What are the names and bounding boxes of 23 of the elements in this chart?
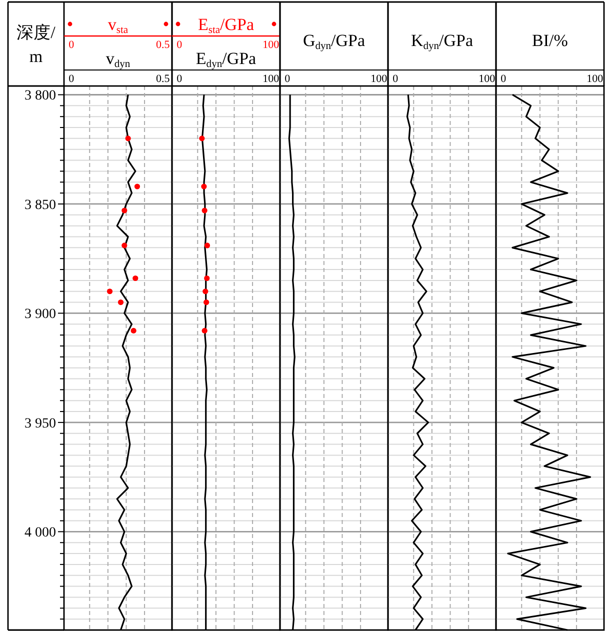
x2-axis-title: E$_{sta}$/GPa xyxy=(198,15,254,36)
x-axis-title: BI/% xyxy=(532,31,568,50)
x-tick-label: 0 xyxy=(176,39,183,51)
x-tick-label: 0 xyxy=(284,73,291,85)
x-axis-title: G$_{dyn}$/GPa xyxy=(302,31,366,52)
y-tick-label: 3 950 xyxy=(24,416,56,432)
x-tick-label: 0 xyxy=(68,39,75,51)
y-tick-label: 3 800 xyxy=(24,88,56,104)
y-tick-label: 4 000 xyxy=(24,526,56,541)
x-tick-label: 100 xyxy=(478,73,496,85)
x-axis-title: v$_{dyn}$ xyxy=(106,49,131,70)
x-tick-label: 100 xyxy=(370,73,388,85)
x-axis-title: K$_{dyn}$/GPa xyxy=(410,31,474,52)
x-tick-label: 0 xyxy=(392,73,399,85)
x-tick-label: 0 xyxy=(500,73,507,85)
x-tick-label: 0.5 xyxy=(156,39,170,51)
y-tick-label: 3 900 xyxy=(24,307,56,322)
x-tick-label: 100 xyxy=(586,73,604,85)
y-axis-title: 深度/m xyxy=(16,23,56,66)
x-tick-label: 100 xyxy=(262,39,280,51)
y-tick-label: 3 850 xyxy=(24,198,56,213)
x2-axis-title: v$_{sta}$ xyxy=(108,15,128,36)
x-axis-title: E$_{dyn}$/GPa xyxy=(196,49,257,70)
